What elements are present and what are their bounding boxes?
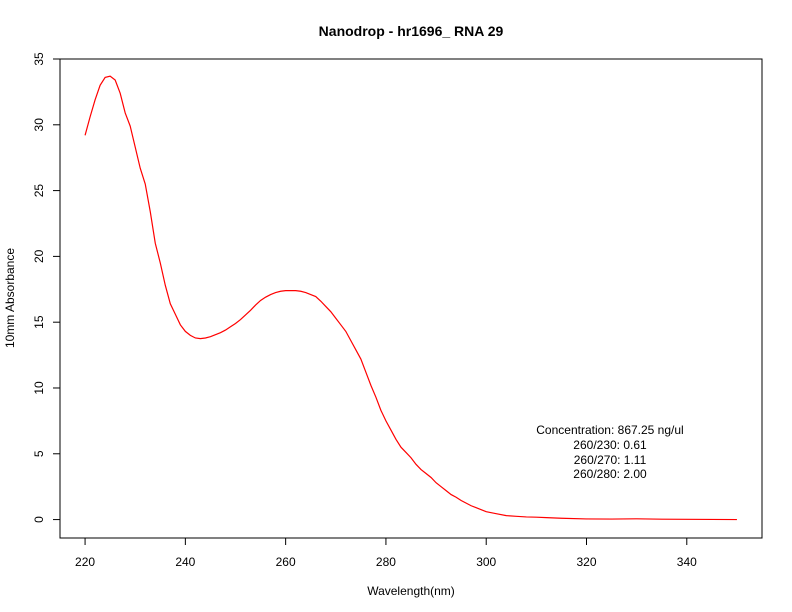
annotation-ratio-260-230: 260/230: 0.61 — [573, 438, 647, 452]
y-axis: 0 5 10 15 20 25 30 35 — [32, 52, 60, 523]
x-tick-label: 340 — [677, 555, 697, 569]
chart-title: Nanodrop - hr1696_ RNA 29 — [319, 23, 504, 39]
y-tick-label: 35 — [32, 52, 46, 66]
annotation-ratio-260-280: 260/280: 2.00 — [573, 467, 647, 481]
stats-annotation: Concentration: 867.25 ng/ul 260/230: 0.6… — [536, 423, 683, 481]
plot-frame — [59, 58, 763, 539]
x-tick-label: 260 — [276, 555, 296, 569]
x-tick-label: 300 — [476, 555, 496, 569]
x-axis-title: Wavelength(nm) — [367, 584, 455, 598]
y-tick-label: 25 — [32, 184, 46, 198]
absorbance-line — [84, 75, 737, 521]
x-tick-label: 220 — [75, 555, 95, 569]
y-tick-label: 10 — [32, 381, 46, 395]
y-tick-label: 15 — [32, 315, 46, 329]
y-tick-label: 0 — [32, 516, 46, 523]
x-tick-label: 240 — [175, 555, 195, 569]
annotation-ratio-260-270: 260/270: 1.11 — [574, 453, 647, 467]
y-tick-label: 20 — [32, 249, 46, 263]
y-tick-label: 5 — [32, 450, 46, 457]
x-tick-label: 280 — [376, 555, 396, 569]
y-tick-label: 30 — [32, 118, 46, 132]
annotation-concentration: Concentration: 867.25 ng/ul — [536, 423, 683, 437]
y-axis-title: 10mm Absorbance — [3, 248, 17, 348]
x-tick-label: 320 — [576, 555, 596, 569]
x-axis: 220 240 260 280 300 320 340 — [75, 538, 697, 569]
